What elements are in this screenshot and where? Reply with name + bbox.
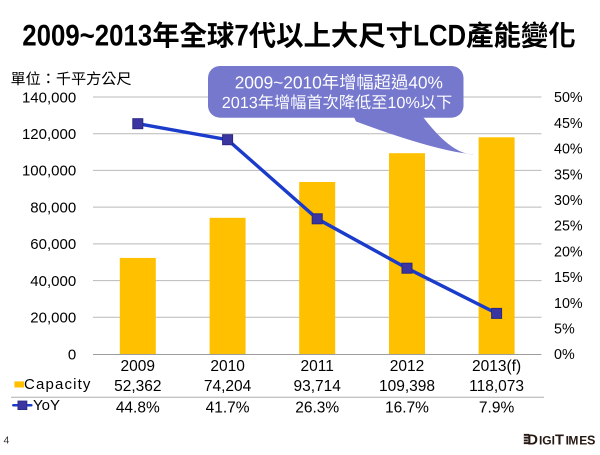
svg-text:2012: 2012 — [390, 358, 424, 375]
svg-text:26.3%: 26.3% — [295, 399, 339, 416]
svg-text:15%: 15% — [554, 270, 583, 286]
svg-text:2011: 2011 — [301, 358, 334, 375]
svg-text:I: I — [539, 433, 542, 447]
svg-text:44.8%: 44.8% — [116, 399, 160, 416]
svg-text:40,000: 40,000 — [30, 273, 76, 290]
svg-text:YoY: YoY — [33, 397, 60, 414]
svg-text:I: I — [552, 433, 555, 447]
svg-text:16.7%: 16.7% — [385, 399, 429, 416]
svg-text:S: S — [587, 433, 595, 447]
svg-text:80,000: 80,000 — [30, 199, 76, 216]
svg-text:41.7%: 41.7% — [206, 399, 250, 416]
svg-text:20%: 20% — [554, 244, 583, 260]
svg-text:E: E — [579, 433, 587, 447]
svg-text:35%: 35% — [554, 167, 583, 183]
svg-text:100,000: 100,000 — [22, 163, 76, 180]
svg-text:30%: 30% — [554, 193, 583, 209]
svg-text:45%: 45% — [554, 116, 583, 132]
svg-text:0: 0 — [68, 346, 76, 363]
svg-text:0%: 0% — [554, 347, 575, 363]
svg-text:T: T — [555, 432, 564, 448]
svg-text:D: D — [527, 432, 538, 448]
svg-text:118,073: 118,073 — [469, 378, 524, 395]
svg-text:10%: 10% — [554, 296, 583, 312]
svg-text:Capacity: Capacity — [24, 376, 92, 393]
svg-text:140,000: 140,000 — [22, 89, 76, 106]
svg-text:4: 4 — [4, 435, 10, 447]
svg-text:7.9%: 7.9% — [479, 399, 515, 416]
svg-text:52,362: 52,362 — [114, 378, 161, 395]
svg-text:60,000: 60,000 — [30, 236, 76, 253]
svg-text:20,000: 20,000 — [30, 310, 76, 327]
svg-text:120,000: 120,000 — [22, 126, 76, 143]
svg-text:40%: 40% — [554, 142, 583, 158]
svg-text:5%: 5% — [554, 322, 575, 338]
svg-text:2010: 2010 — [210, 358, 245, 375]
svg-text:50%: 50% — [554, 90, 583, 106]
svg-text:2013(f): 2013(f) — [472, 358, 521, 375]
svg-text:I: I — [566, 433, 569, 447]
svg-text:G: G — [542, 433, 551, 447]
svg-text:109,398: 109,398 — [379, 378, 435, 395]
svg-text:2009: 2009 — [121, 358, 155, 375]
svg-text:M: M — [568, 433, 578, 447]
svg-text:25%: 25% — [554, 219, 583, 235]
svg-text:93,714: 93,714 — [293, 378, 341, 395]
svg-text:74,204: 74,204 — [204, 378, 252, 395]
